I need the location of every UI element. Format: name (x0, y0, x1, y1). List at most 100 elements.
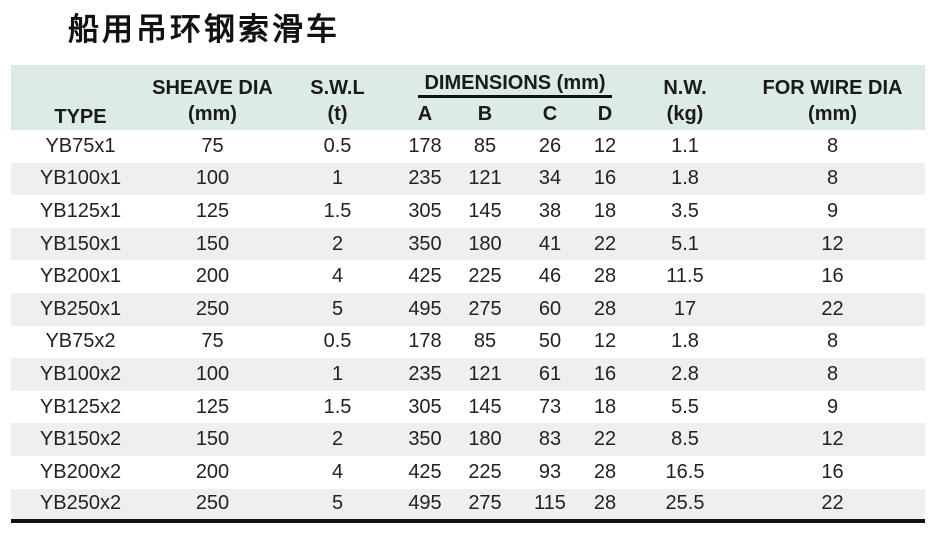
table-cell: 60 (520, 292, 580, 326)
table-cell: 17 (630, 292, 740, 326)
page-title: 船用吊环钢索滑车 (68, 12, 340, 47)
table-row: YB75x2 75 0.5 178 85 50 12 1.8 8 (11, 326, 925, 359)
table-cell: YB200x2 (39, 460, 122, 483)
table-cell: 100 (150, 162, 275, 196)
table-cell: 18 (593, 199, 617, 222)
table-cell: 150 (150, 423, 275, 456)
table-cell: 16 (821, 265, 844, 288)
table-cell: 2 (275, 227, 400, 261)
table-cell: YB250x1 (11, 292, 150, 326)
table-cell: 145 (468, 199, 502, 222)
table-cell: YB150x2 (11, 423, 150, 456)
spec-table-header: TYPE SHEAVE DIA S.W.L DIMENSIONS (mm) N.… (11, 65, 925, 130)
table-cell: 1.5 (323, 199, 352, 222)
col-header-dimensions: DIMENSIONS (mm) (400, 65, 630, 101)
table-cell: 121 (450, 162, 520, 196)
table-cell: 28 (593, 460, 617, 483)
table-cell: 93 (538, 460, 562, 483)
spec-table: TYPE SHEAVE DIA S.W.L DIMENSIONS (mm) N.… (11, 65, 925, 524)
col-header-dim-d: D (580, 101, 630, 130)
table-cell: 121 (450, 358, 520, 391)
table-cell: 250 (150, 292, 275, 326)
col-header-dim-a: A (400, 101, 450, 130)
col-header-dim-b: B (450, 101, 520, 130)
table-cell: 34 (520, 162, 580, 196)
table-cell: 75 (201, 134, 224, 157)
table-cell: 85 (473, 134, 497, 157)
table-cell: 1 (275, 162, 400, 196)
table-cell: YB250x2 (11, 488, 150, 522)
col-header-type: TYPE (11, 65, 150, 130)
table-cell: YB150x1 (11, 227, 150, 261)
table-cell: 12 (593, 330, 617, 353)
table-cell: 150 (150, 227, 275, 261)
table-cell: YB75x1 (45, 134, 116, 157)
table-cell: 275 (450, 488, 520, 522)
table-cell: 250 (150, 488, 275, 522)
col-header-swl: S.W.L (275, 65, 400, 101)
table-row: YB100x2 100 1 235 121 61 16 2.8 8 (11, 358, 925, 391)
table-cell: 125 (195, 395, 230, 418)
table-cell: 12 (740, 423, 925, 456)
table-cell: 26 (538, 134, 562, 157)
table-cell: 1.8 (671, 330, 699, 353)
table-cell: 5 (275, 292, 400, 326)
table-cell: 180 (450, 423, 520, 456)
table-cell: 235 (400, 358, 450, 391)
table-cell: 495 (400, 488, 450, 522)
table-cell: 4 (331, 460, 344, 483)
table-cell: 83 (520, 423, 580, 456)
table-cell: 8 (740, 358, 925, 391)
table-cell: 25.5 (630, 488, 740, 522)
page: 船用吊环钢索滑车 TYPE SHEAVE DIA S.W.L DIMENSION… (0, 11, 949, 524)
table-cell: 8 (826, 134, 839, 157)
table-cell: 22 (740, 488, 925, 522)
table-cell: 305 (408, 199, 442, 222)
table-cell: 22 (740, 292, 925, 326)
col-header-sheave-dia-unit: (mm) (150, 101, 275, 130)
col-header-dim-c: C (520, 101, 580, 130)
table-cell: 16 (580, 162, 630, 196)
table-cell: 16 (821, 460, 844, 483)
col-header-wire-dia-unit: (mm) (740, 101, 925, 130)
table-cell: YB200x1 (39, 265, 122, 288)
table-cell: 5.1 (630, 227, 740, 261)
table-cell: YB100x2 (11, 358, 150, 391)
table-cell: 115 (520, 488, 580, 522)
dimensions-group-label: DIMENSIONS (mm) (418, 73, 612, 98)
table-cell: 1.1 (671, 134, 699, 157)
spec-table-body: YB75x1 75 0.5 178 85 26 12 1.1 8 YB100x1 100 1 235 12… (11, 130, 925, 522)
table-cell: 200 (195, 265, 230, 288)
table-cell: 2.8 (630, 358, 740, 391)
table-cell: 1.8 (630, 162, 740, 196)
table-cell: 5 (275, 488, 400, 522)
table-cell: 9 (826, 395, 839, 418)
table-cell: 22 (580, 423, 630, 456)
header-row-1: TYPE SHEAVE DIA S.W.L DIMENSIONS (mm) N.… (11, 65, 925, 130)
table-cell: YB125x1 (39, 199, 122, 222)
table-cell: 73 (538, 395, 562, 418)
col-header-wire-dia: FOR WIRE DIA (740, 65, 925, 101)
table-cell: 3.5 (671, 199, 699, 222)
table-cell: 12 (593, 134, 617, 157)
table-row: YB200x2 200 4 425 225 93 28 16.5 16 (11, 456, 925, 489)
table-cell: 305 (408, 395, 442, 418)
table-cell: 38 (538, 199, 562, 222)
table-cell: 11.5 (666, 265, 704, 288)
table-row: YB100x1 100 1 235 121 34 16 1.8 8 (11, 162, 925, 196)
table-cell: 235 (400, 162, 450, 196)
col-header-swl-unit: (t) (275, 101, 400, 130)
col-header-net-weight-unit: (kg) (630, 101, 740, 130)
table-cell: 200 (195, 460, 230, 483)
table-row: YB250x1 250 5 495 275 60 28 17 22 (11, 292, 925, 326)
table-cell: 8.5 (630, 423, 740, 456)
header-row-2: (mm) (t) A B C D (kg) (mm) (11, 101, 925, 130)
table-cell: 100 (150, 358, 275, 391)
table-cell: 0.5 (323, 330, 352, 353)
table-cell: 1.5 (323, 395, 352, 418)
table-cell: 8 (826, 330, 839, 353)
table-cell: 225 (468, 265, 502, 288)
table-cell: 275 (450, 292, 520, 326)
table-cell: 28 (580, 292, 630, 326)
table-row: YB250x2 250 5 495 275 115 28 25.5 22 (11, 488, 925, 522)
